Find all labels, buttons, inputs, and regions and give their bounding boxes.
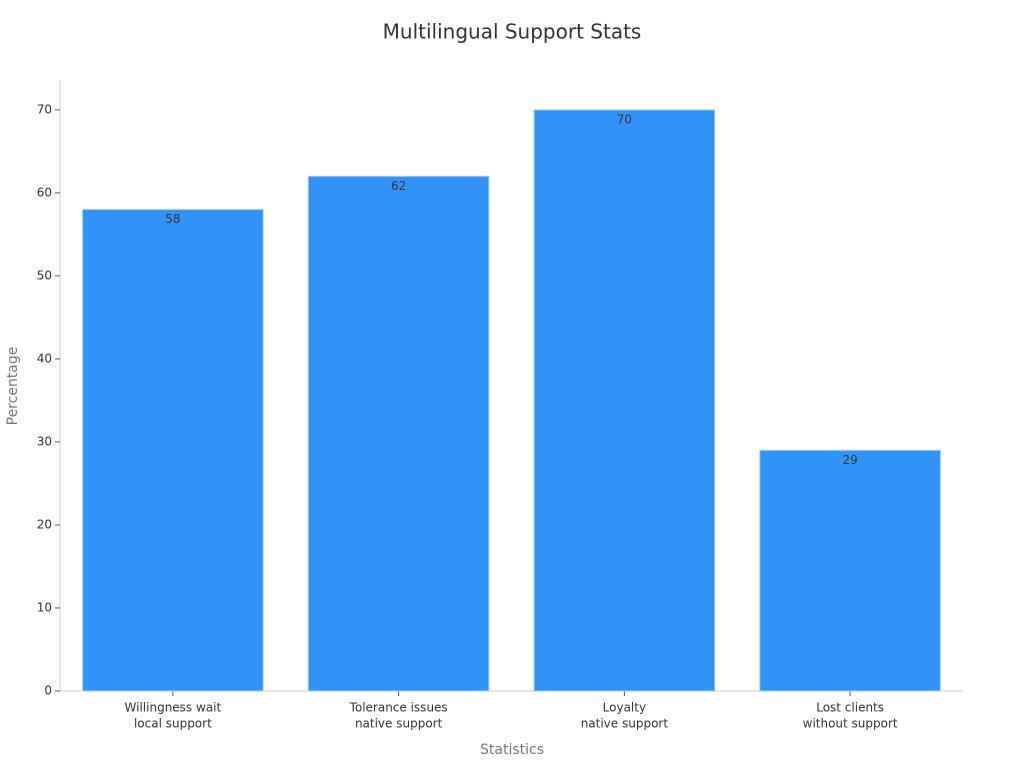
x-tick-label: native support	[581, 717, 669, 731]
bar	[307, 175, 490, 692]
x-tick-label: Tolerance issues	[349, 701, 448, 715]
bar	[533, 109, 716, 692]
value-label: 62	[391, 179, 406, 193]
y-tick-label: 50	[37, 268, 52, 282]
y-tick-label: 20	[37, 517, 52, 531]
x-tick-label: local support	[134, 717, 212, 731]
x-tick-label: without support	[803, 717, 898, 731]
value-label: 58	[165, 212, 180, 226]
y-axis-title: Percentage	[5, 347, 21, 426]
x-tick-label: native support	[355, 717, 443, 731]
value-label: 70	[617, 112, 632, 126]
x-tick-label: Willingness wait	[125, 701, 222, 715]
x-axis-title: Statistics	[480, 742, 544, 758]
y-tick-label: 10	[37, 600, 52, 614]
bar	[759, 449, 941, 692]
y-tick-label: 30	[37, 434, 52, 448]
bar	[82, 209, 264, 692]
chart-title: Multilingual Support Stats	[383, 20, 642, 44]
y-tick-label: 60	[37, 185, 52, 199]
y-tick-label: 0	[44, 684, 52, 698]
y-tick-label: 40	[37, 351, 52, 365]
y-tick-label: 70	[37, 102, 52, 116]
x-tick-label: Loyalty	[603, 701, 646, 715]
x-tick-label: Lost clients	[816, 701, 884, 715]
value-label: 29	[842, 453, 857, 467]
